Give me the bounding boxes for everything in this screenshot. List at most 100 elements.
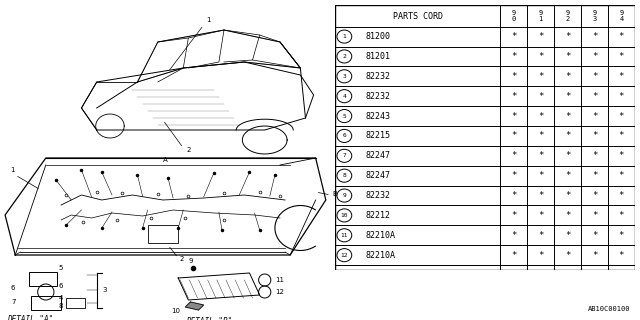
Text: *: *	[619, 32, 624, 41]
Text: A: A	[163, 157, 167, 163]
Text: *: *	[619, 72, 624, 81]
Text: *: *	[592, 112, 597, 121]
Text: 1: 1	[207, 17, 211, 23]
Text: *: *	[592, 151, 597, 160]
Text: *: *	[538, 132, 543, 140]
Text: 82232: 82232	[365, 92, 390, 101]
Text: *: *	[511, 251, 516, 260]
Text: 2: 2	[342, 54, 346, 59]
Text: *: *	[619, 151, 624, 160]
Text: *: *	[619, 92, 624, 101]
Text: 8: 8	[59, 303, 63, 309]
Text: *: *	[511, 211, 516, 220]
Text: *: *	[565, 191, 570, 200]
Text: 82247: 82247	[365, 171, 390, 180]
Text: 82243: 82243	[365, 112, 390, 121]
Text: 1: 1	[10, 167, 15, 173]
Text: 7: 7	[11, 299, 15, 305]
Text: 82212: 82212	[365, 211, 390, 220]
Text: 9
3: 9 3	[592, 10, 596, 22]
Text: *: *	[511, 52, 516, 61]
Text: 9: 9	[342, 193, 346, 198]
Text: *: *	[619, 231, 624, 240]
Bar	[31, 296, 61, 310]
Text: *: *	[592, 171, 597, 180]
Text: 81200: 81200	[365, 32, 390, 41]
Text: 5: 5	[342, 114, 346, 119]
Bar	[148, 225, 178, 243]
Text: 9
1: 9 1	[538, 10, 543, 22]
Text: *: *	[511, 32, 516, 41]
Text: 6: 6	[11, 285, 15, 291]
Text: *: *	[619, 52, 624, 61]
Text: *: *	[565, 92, 570, 101]
Text: *: *	[565, 112, 570, 121]
Text: 4: 4	[59, 295, 63, 301]
Text: 1: 1	[342, 34, 346, 39]
Text: *: *	[565, 151, 570, 160]
Text: *: *	[565, 171, 570, 180]
Text: 82210A: 82210A	[365, 251, 396, 260]
Text: 3: 3	[102, 287, 107, 293]
Text: *: *	[511, 112, 516, 121]
Text: *: *	[619, 211, 624, 220]
Text: *: *	[511, 171, 516, 180]
Text: 4: 4	[342, 94, 346, 99]
Text: *: *	[538, 211, 543, 220]
Text: 6: 6	[59, 283, 63, 289]
Text: 6: 6	[342, 133, 346, 139]
Text: 82210A: 82210A	[365, 231, 396, 240]
Text: 82232: 82232	[365, 191, 390, 200]
Text: *: *	[592, 132, 597, 140]
Text: *: *	[538, 52, 543, 61]
Text: AB10C00100: AB10C00100	[588, 306, 630, 312]
Text: *: *	[592, 211, 597, 220]
Text: 9
4: 9 4	[620, 10, 623, 22]
Text: *: *	[619, 112, 624, 121]
Text: 3: 3	[342, 74, 346, 79]
Text: *: *	[538, 112, 543, 121]
Text: *: *	[538, 231, 543, 240]
Text: *: *	[511, 231, 516, 240]
Text: *: *	[565, 132, 570, 140]
Text: *: *	[565, 52, 570, 61]
Text: 82215: 82215	[365, 132, 390, 140]
Text: *: *	[565, 32, 570, 41]
Text: *: *	[538, 191, 543, 200]
Text: 11: 11	[340, 233, 348, 238]
Text: *: *	[511, 191, 516, 200]
Text: 10: 10	[340, 213, 348, 218]
Text: 82247: 82247	[365, 151, 390, 160]
Text: 12: 12	[340, 253, 348, 258]
Bar	[29, 272, 57, 286]
Text: *: *	[538, 171, 543, 180]
Text: *: *	[592, 52, 597, 61]
Text: 2: 2	[186, 147, 191, 153]
Text: *: *	[511, 151, 516, 160]
Text: *: *	[538, 251, 543, 260]
Text: DETAIL "A": DETAIL "A"	[8, 315, 54, 320]
Text: DETAIL "B": DETAIL "B"	[186, 317, 232, 320]
Text: 7: 7	[342, 153, 346, 158]
Text: 82232: 82232	[365, 72, 390, 81]
Text: 11: 11	[275, 277, 284, 283]
Text: PARTS CORD: PARTS CORD	[393, 12, 443, 20]
Text: 5: 5	[59, 265, 63, 271]
Text: *: *	[565, 231, 570, 240]
Text: 10: 10	[172, 308, 180, 314]
Text: 2: 2	[179, 256, 184, 262]
Text: *: *	[565, 251, 570, 260]
Text: 8: 8	[342, 173, 346, 178]
Text: *: *	[538, 32, 543, 41]
Text: *: *	[619, 132, 624, 140]
Text: *: *	[592, 72, 597, 81]
Text: *: *	[592, 32, 597, 41]
Text: 81201: 81201	[365, 52, 390, 61]
Text: 12: 12	[275, 289, 284, 295]
Text: *: *	[619, 171, 624, 180]
Text: *: *	[619, 251, 624, 260]
Text: *: *	[565, 211, 570, 220]
Text: *: *	[538, 72, 543, 81]
Bar	[66, 298, 84, 308]
Text: *: *	[511, 72, 516, 81]
